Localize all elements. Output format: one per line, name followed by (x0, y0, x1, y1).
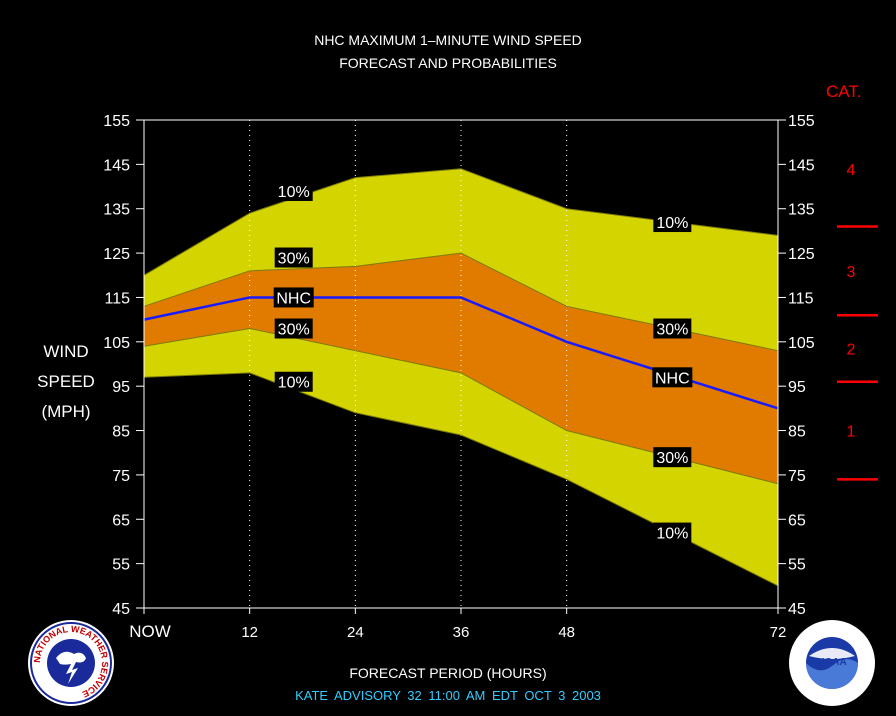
annotation-label: 10% (656, 215, 688, 232)
y-axis-label-line: (MPH) (41, 402, 91, 421)
x-axis-label: FORECAST PERIOD (HOURS) (349, 665, 547, 681)
y-tick-label-right: 95 (788, 379, 806, 396)
x-tick-label: 72 (770, 624, 787, 641)
y-tick-label-right: 65 (788, 512, 806, 529)
annotation-box (273, 287, 314, 308)
annotation-label: 10% (278, 184, 310, 201)
probability-line-0 (143, 168, 779, 276)
y-tick-label-left: 95 (112, 379, 130, 396)
annotation-label: NHC (655, 370, 690, 387)
x-tick-label: NOW (129, 622, 171, 641)
y-tick-label-right: 145 (788, 157, 815, 174)
annotation-label: 10% (278, 375, 310, 392)
annotation-box (274, 371, 313, 392)
annotation-box (653, 447, 692, 468)
annotation-box (652, 367, 693, 388)
annotation-box (274, 180, 313, 201)
axis-ticks: 45 45 55 55 65 65 75 75 85 85 95 95 105 105 115 115 125 1… (103, 113, 815, 641)
inner-probability-band (144, 253, 778, 484)
series-lines (143, 168, 779, 587)
annotation-label: 30% (278, 251, 310, 268)
y-tick-label-right: 75 (788, 468, 806, 485)
y-tick-label-right: 155 (788, 113, 815, 130)
y-tick-label-right: 125 (788, 246, 815, 263)
category-scale: 1 2 3 4 (837, 162, 878, 481)
y-tick-label-right: 55 (788, 557, 806, 574)
chart-subtitle: FORECAST AND PROBABILITIES (339, 55, 557, 71)
y-tick-label-left: 55 (112, 557, 130, 574)
nhc-forecast-line (143, 296, 779, 410)
annotation-label: 30% (656, 322, 688, 339)
y-tick-label-left: 145 (103, 157, 130, 174)
y-tick-label-left: 45 (112, 601, 130, 618)
category-scale-title: CAT. (826, 82, 862, 101)
probability-line-4 (143, 372, 779, 587)
category-label: 4 (847, 162, 856, 179)
category-label: 3 (847, 264, 856, 281)
probability-line-3 (143, 328, 779, 485)
annotation-label: NHC (276, 290, 311, 307)
annotation-box (653, 318, 692, 339)
x-tick-label: 12 (241, 624, 258, 641)
y-tick-label-left: 115 (104, 290, 130, 307)
y-axis-label: WIND SPEED (MPH) (28, 337, 104, 427)
y-axis-label-line: SPEED (37, 372, 95, 391)
y-tick-label-left: 85 (112, 424, 130, 441)
annotation-box (653, 522, 692, 543)
probability-bands (144, 168, 778, 586)
y-tick-label-left: 105 (103, 335, 130, 352)
annotation-label: 30% (278, 322, 310, 339)
y-tick-label-left: 155 (103, 113, 130, 130)
probability-line-1 (143, 252, 779, 352)
y-tick-label-left: 135 (103, 202, 130, 219)
y-tick-label-right: 135 (788, 202, 815, 219)
y-tick-label-left: 65 (112, 512, 130, 529)
chart-title: NHC MAXIMUM 1–MINUTE WIND SPEED (314, 32, 582, 48)
annotation-box (653, 212, 692, 233)
y-tick-label-right: 115 (788, 290, 814, 307)
annotation-label: 10% (656, 526, 688, 543)
noaa-logo-text: NOAA (817, 657, 846, 668)
series-annotations: 10% 30% NHC 30% 10% 10% 30% NHC 30% 10% (273, 180, 693, 543)
annotation-box (274, 247, 313, 268)
x-tick-label: 36 (453, 624, 470, 641)
category-label: 2 (847, 341, 856, 358)
x-tick-label: 24 (347, 624, 364, 641)
advisory-info: KATE ADVISORY 32 11:00 AM EDT OCT 3 2003 (295, 688, 601, 703)
y-tick-label-left: 125 (103, 246, 130, 263)
nws-logo-icon: NATIONAL WEATHER SERVICE (28, 620, 114, 706)
y-tick-label-right: 85 (788, 424, 806, 441)
y-tick-label-left: 75 (112, 468, 130, 485)
y-tick-label-right: 105 (788, 335, 815, 352)
annotation-label: 30% (656, 450, 688, 467)
y-axis-label-line: WIND (43, 342, 89, 361)
annotation-box (274, 318, 313, 339)
y-tick-label-right: 45 (788, 601, 806, 618)
category-label: 1 (847, 424, 856, 441)
noaa-logo-icon: NOAA (789, 620, 875, 706)
x-tick-label: 48 (558, 624, 575, 641)
